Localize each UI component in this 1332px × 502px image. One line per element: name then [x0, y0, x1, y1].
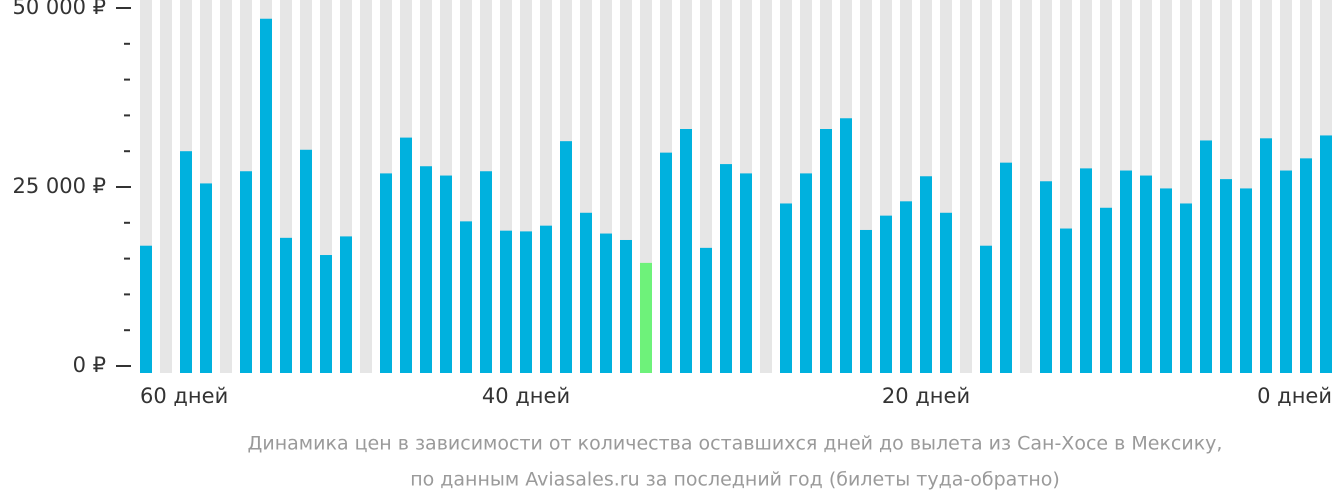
caption: по данным Aviasales.ru за последний год … [410, 469, 1060, 491]
bar [660, 152, 672, 373]
bar-background [760, 0, 772, 373]
x-tick-label: 60 дней [140, 384, 228, 408]
bar [1320, 135, 1332, 373]
bar [860, 229, 872, 373]
bar [280, 237, 292, 373]
bar-background [220, 0, 232, 373]
bar [1140, 175, 1152, 373]
x-tick-label: 40 дней [482, 384, 570, 408]
bar [940, 212, 952, 373]
bar [1060, 228, 1072, 373]
bar [140, 245, 152, 373]
bar [1220, 179, 1232, 373]
bar [640, 262, 652, 373]
bar [200, 183, 212, 373]
bar [880, 215, 892, 373]
bar [1000, 162, 1012, 373]
bar [700, 247, 712, 373]
bar [580, 212, 592, 373]
bar [740, 173, 752, 373]
bar [480, 171, 492, 373]
bar [1100, 207, 1112, 373]
bar [920, 176, 932, 373]
bar [1280, 170, 1292, 373]
x-tick-label: 0 дней [1257, 384, 1332, 408]
bar [800, 173, 812, 373]
bar [1300, 158, 1312, 373]
bar [1200, 140, 1212, 373]
bar [240, 171, 252, 373]
bar [520, 231, 532, 373]
bar [720, 164, 732, 373]
bar [320, 255, 332, 373]
bar [680, 129, 692, 373]
bar [900, 201, 912, 373]
bar [400, 137, 412, 373]
y-tick-label: 50 000 ₽ [12, 0, 106, 19]
bar [300, 149, 312, 373]
bar [380, 173, 392, 373]
bar [1120, 170, 1132, 373]
bar [540, 225, 552, 373]
bar [180, 151, 192, 373]
bar [500, 230, 512, 373]
bar [1240, 188, 1252, 373]
bar [440, 175, 452, 373]
bar-background [1020, 0, 1032, 373]
bar [1260, 138, 1272, 373]
bar [560, 141, 572, 373]
bar [620, 239, 632, 373]
bar [1040, 181, 1052, 373]
bar [820, 129, 832, 373]
bar [840, 118, 852, 373]
y-tick-label: 25 000 ₽ [12, 174, 106, 198]
bar [600, 233, 612, 373]
bar [980, 245, 992, 373]
bar [260, 18, 272, 374]
bar-background [160, 0, 172, 373]
caption: Динамика цен в зависимости от количества… [248, 433, 1223, 455]
bar [1080, 168, 1092, 373]
y-tick-label: 0 ₽ [73, 353, 106, 377]
x-tick-label: 20 дней [882, 384, 970, 408]
bar [420, 166, 432, 373]
bar [1160, 188, 1172, 373]
bar-background [960, 0, 972, 373]
bar [1180, 203, 1192, 373]
bar [780, 203, 792, 373]
bar-background [360, 0, 372, 373]
bar [340, 236, 352, 373]
bar [460, 221, 472, 373]
